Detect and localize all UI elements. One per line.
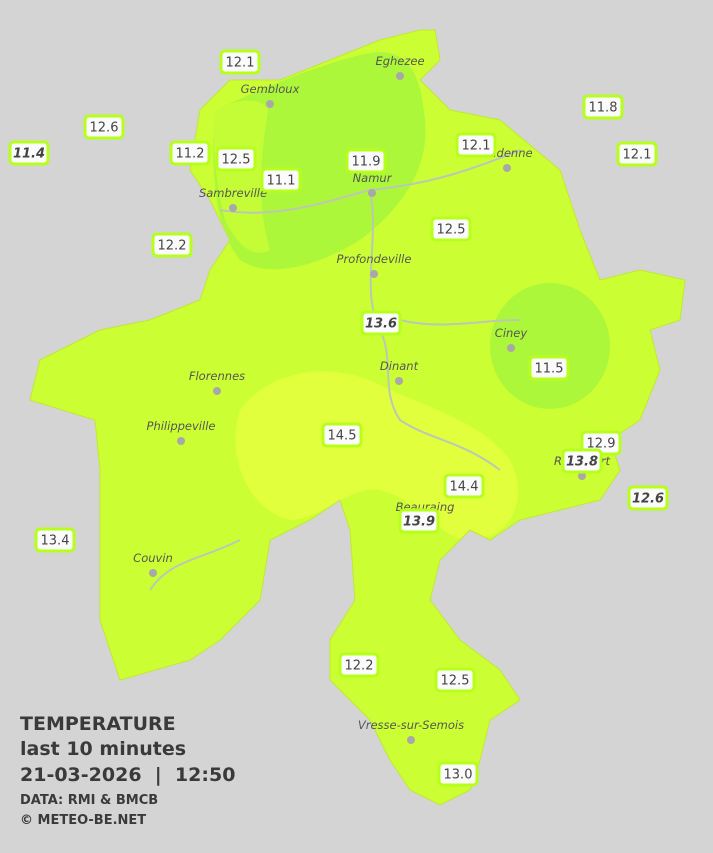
temperature-labels: 12.1 12.6 11.4 11.2 12.5 11.1 11.9 12.1 11.8 12.1…	[8, 49, 669, 787]
city-name: Sambreville	[199, 186, 267, 200]
city-name: Eghezee	[375, 54, 424, 68]
city-dot	[368, 189, 376, 197]
temp-box	[616, 141, 658, 167]
temp-value: 12.6	[90, 121, 119, 136]
temp-value: 11.1	[267, 174, 296, 189]
legend-datetime: 21-03-2026 | 12:50	[20, 764, 235, 786]
temp-box	[8, 140, 50, 166]
temp-box	[528, 355, 570, 381]
legend-title: TEMPERATURE	[20, 713, 176, 735]
temp-box	[627, 485, 669, 511]
legend-period: last 10 minutes	[20, 738, 186, 760]
temp-value: 13.9	[403, 515, 435, 530]
temp-box	[561, 448, 603, 474]
city-dot	[149, 569, 157, 577]
city-dot	[266, 100, 274, 108]
city-name: Dinant	[380, 359, 419, 373]
city-name: Couvin	[133, 551, 173, 565]
legend-source: DATA: RMI & BMCB	[20, 793, 158, 808]
city-dot	[578, 472, 586, 480]
temp-value: 13.6	[365, 317, 397, 332]
city-name: Profondeville	[337, 252, 412, 266]
temp-value: 12.2	[158, 239, 187, 254]
temp-value: 11.8	[589, 101, 618, 116]
temp-box	[219, 49, 261, 75]
city-dot	[396, 72, 404, 80]
city-dot	[507, 344, 515, 352]
temp-value: 11.4	[13, 147, 45, 162]
temp-value: 12.6	[632, 492, 664, 507]
city-dot	[229, 204, 237, 212]
province-border	[29, 29, 686, 806]
temp-value: 12.5	[441, 674, 470, 689]
city-dot	[407, 736, 415, 744]
temp-box	[582, 94, 624, 120]
temp-box	[434, 667, 476, 693]
temp-value: 11.5	[535, 362, 564, 377]
city-dot	[503, 164, 511, 172]
zone-cool	[490, 283, 610, 409]
temp-value: 12.5	[222, 153, 251, 168]
temp-value: 11.2	[176, 147, 205, 162]
temp-value: 13.8	[566, 455, 598, 470]
legend-copyright: © METEO-BE.NET	[20, 813, 146, 828]
temp-value: 13.4	[41, 534, 70, 549]
zone-mid	[213, 100, 270, 253]
temp-value: 12.1	[623, 148, 652, 163]
temp-box	[437, 761, 479, 787]
temp-box	[345, 148, 387, 174]
temp-value: 13.0	[444, 768, 473, 783]
temp-box	[430, 216, 472, 242]
temp-value: 14.5	[328, 429, 357, 444]
city-name: Florennes	[189, 369, 245, 383]
city-dot	[370, 270, 378, 278]
temp-value: 11.9	[352, 155, 381, 170]
city-name: Philippeville	[147, 419, 216, 433]
city-dot	[213, 387, 221, 395]
temp-box	[260, 167, 302, 193]
city-dot	[395, 377, 403, 385]
temp-value: 12.5	[437, 223, 466, 238]
temp-value: 12.1	[462, 139, 491, 154]
temp-box	[151, 232, 193, 258]
temp-box	[169, 140, 211, 166]
city-name: Ciney	[495, 326, 528, 340]
city-dot	[177, 437, 185, 445]
city-name: Gembloux	[241, 82, 300, 96]
temp-box	[398, 508, 440, 534]
temp-box	[34, 527, 76, 553]
temp-value: 14.4	[450, 480, 479, 495]
temp-box	[443, 473, 485, 499]
temp-value: 12.2	[345, 659, 374, 674]
temp-box	[455, 132, 497, 158]
temp-box	[215, 146, 257, 172]
city-name: Namur	[353, 171, 393, 185]
city-name: Vresse-sur-Semois	[358, 718, 464, 732]
temp-box	[321, 422, 363, 448]
river	[149, 149, 521, 591]
temp-value: 12.1	[226, 56, 255, 71]
temp-box	[360, 310, 402, 336]
temp-box	[338, 652, 380, 678]
temp-value: 12.9	[587, 437, 616, 452]
cities: EghezeeGemblouxAndenneNamurSambrevillePr…	[133, 54, 611, 744]
temp-box	[83, 114, 125, 140]
